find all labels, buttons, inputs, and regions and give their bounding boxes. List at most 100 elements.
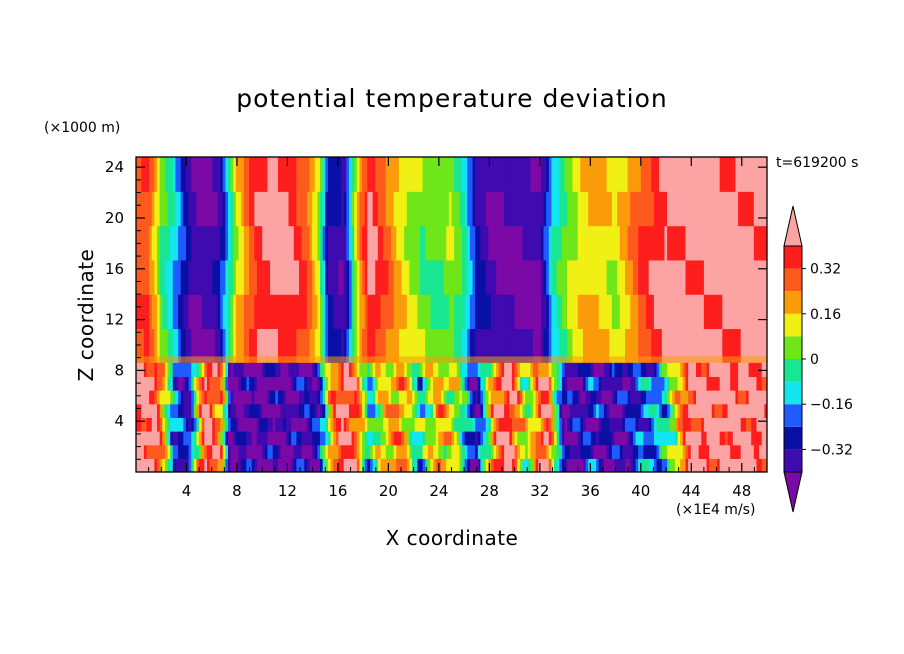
- upper-cell: [264, 225, 269, 261]
- upper-cell: [235, 294, 240, 330]
- lower-cell: [511, 444, 516, 459]
- lower-cell: [417, 431, 421, 446]
- lower-cell: [475, 403, 479, 418]
- lower-cell: [246, 458, 250, 472]
- lower-cell: [372, 458, 376, 472]
- upper-cell: [719, 157, 723, 192]
- upper-cell: [277, 294, 282, 330]
- lower-cell: [751, 390, 755, 405]
- upper-cell: [648, 328, 652, 364]
- upper-cell: [256, 157, 261, 192]
- upper-cell: [724, 328, 729, 364]
- lower-cell: [259, 362, 263, 378]
- lower-cell: [178, 403, 182, 418]
- lower-cell: [206, 390, 211, 405]
- lower-cell: [625, 403, 629, 418]
- upper-cell: [751, 259, 755, 295]
- lower-cell: [569, 444, 574, 459]
- lower-cell: [530, 403, 534, 418]
- upper-cell: [412, 259, 416, 295]
- lower-cell: [459, 376, 463, 391]
- lower-cell: [580, 458, 584, 472]
- upper-cell: [653, 191, 658, 227]
- lower-cell: [635, 362, 639, 378]
- lower-cell: [688, 362, 692, 378]
- upper-cell: [740, 259, 744, 295]
- upper-cell: [188, 328, 192, 364]
- upper-cell: [393, 191, 397, 227]
- upper-cell: [401, 259, 405, 295]
- lower-cell: [388, 444, 392, 459]
- upper-cell: [433, 259, 437, 295]
- lower-cell: [164, 431, 169, 446]
- upper-cell: [543, 294, 547, 330]
- upper-cell: [472, 225, 476, 261]
- lower-cell: [706, 390, 710, 405]
- upper-cell: [270, 157, 274, 192]
- lower-cell: [351, 362, 355, 378]
- upper-cell: [185, 328, 190, 364]
- lower-cell: [506, 403, 510, 418]
- upper-cell: [288, 225, 292, 261]
- lower-cell: [698, 390, 702, 405]
- upper-cell: [727, 191, 731, 227]
- lower-cell: [672, 390, 676, 405]
- lower-cell: [138, 458, 142, 472]
- lower-cell: [669, 458, 673, 472]
- lower-cell: [256, 376, 261, 391]
- upper-cell: [569, 157, 574, 192]
- lower-cell: [559, 403, 563, 418]
- lower-cell: [730, 390, 734, 405]
- lower-cell: [653, 403, 658, 418]
- lower-cell: [393, 444, 397, 459]
- upper-cell: [249, 225, 253, 261]
- lower-cell: [259, 390, 263, 405]
- lower-cell: [348, 362, 353, 378]
- lower-cell: [498, 444, 503, 459]
- lower-cell: [488, 390, 492, 405]
- upper-cell: [472, 328, 476, 364]
- lower-cell: [443, 444, 447, 459]
- upper-cell: [180, 259, 184, 295]
- lower-cell: [443, 390, 447, 405]
- upper-cell: [483, 157, 487, 192]
- upper-cell: [212, 225, 216, 261]
- upper-cell: [314, 328, 319, 364]
- lower-cell: [501, 417, 505, 432]
- lower-cell: [256, 444, 261, 459]
- lower-cell: [262, 417, 266, 432]
- upper-cell: [593, 191, 597, 227]
- upper-cell: [170, 225, 174, 261]
- upper-cell: [540, 259, 545, 295]
- lower-cell: [635, 444, 639, 459]
- upper-cell: [653, 328, 658, 364]
- upper-cell: [309, 157, 313, 192]
- upper-cell: [283, 191, 287, 227]
- lower-cell: [154, 431, 158, 446]
- lower-cell: [601, 444, 605, 459]
- upper-cell: [493, 294, 497, 330]
- upper-cell: [391, 225, 395, 261]
- upper-cell: [375, 328, 379, 364]
- lower-cell: [362, 403, 366, 418]
- lower-cell: [333, 431, 337, 446]
- lower-cell: [459, 390, 463, 405]
- upper-cell: [475, 157, 479, 192]
- upper-cell: [277, 191, 282, 227]
- upper-cell: [375, 157, 379, 192]
- lower-cell: [222, 362, 226, 378]
- upper-cell: [317, 157, 321, 192]
- lower-cell: [364, 403, 368, 418]
- upper-cell: [519, 157, 524, 192]
- upper-cell: [738, 191, 742, 227]
- upper-cell: [698, 328, 702, 364]
- upper-cell: [162, 157, 166, 192]
- upper-cell: [640, 191, 645, 227]
- lower-cell: [154, 390, 158, 405]
- upper-cell: [480, 191, 484, 227]
- lower-cell: [230, 417, 234, 432]
- upper-cell: [501, 191, 505, 227]
- upper-cell: [601, 328, 605, 364]
- upper-cell: [764, 259, 767, 295]
- lower-cell: [701, 403, 705, 418]
